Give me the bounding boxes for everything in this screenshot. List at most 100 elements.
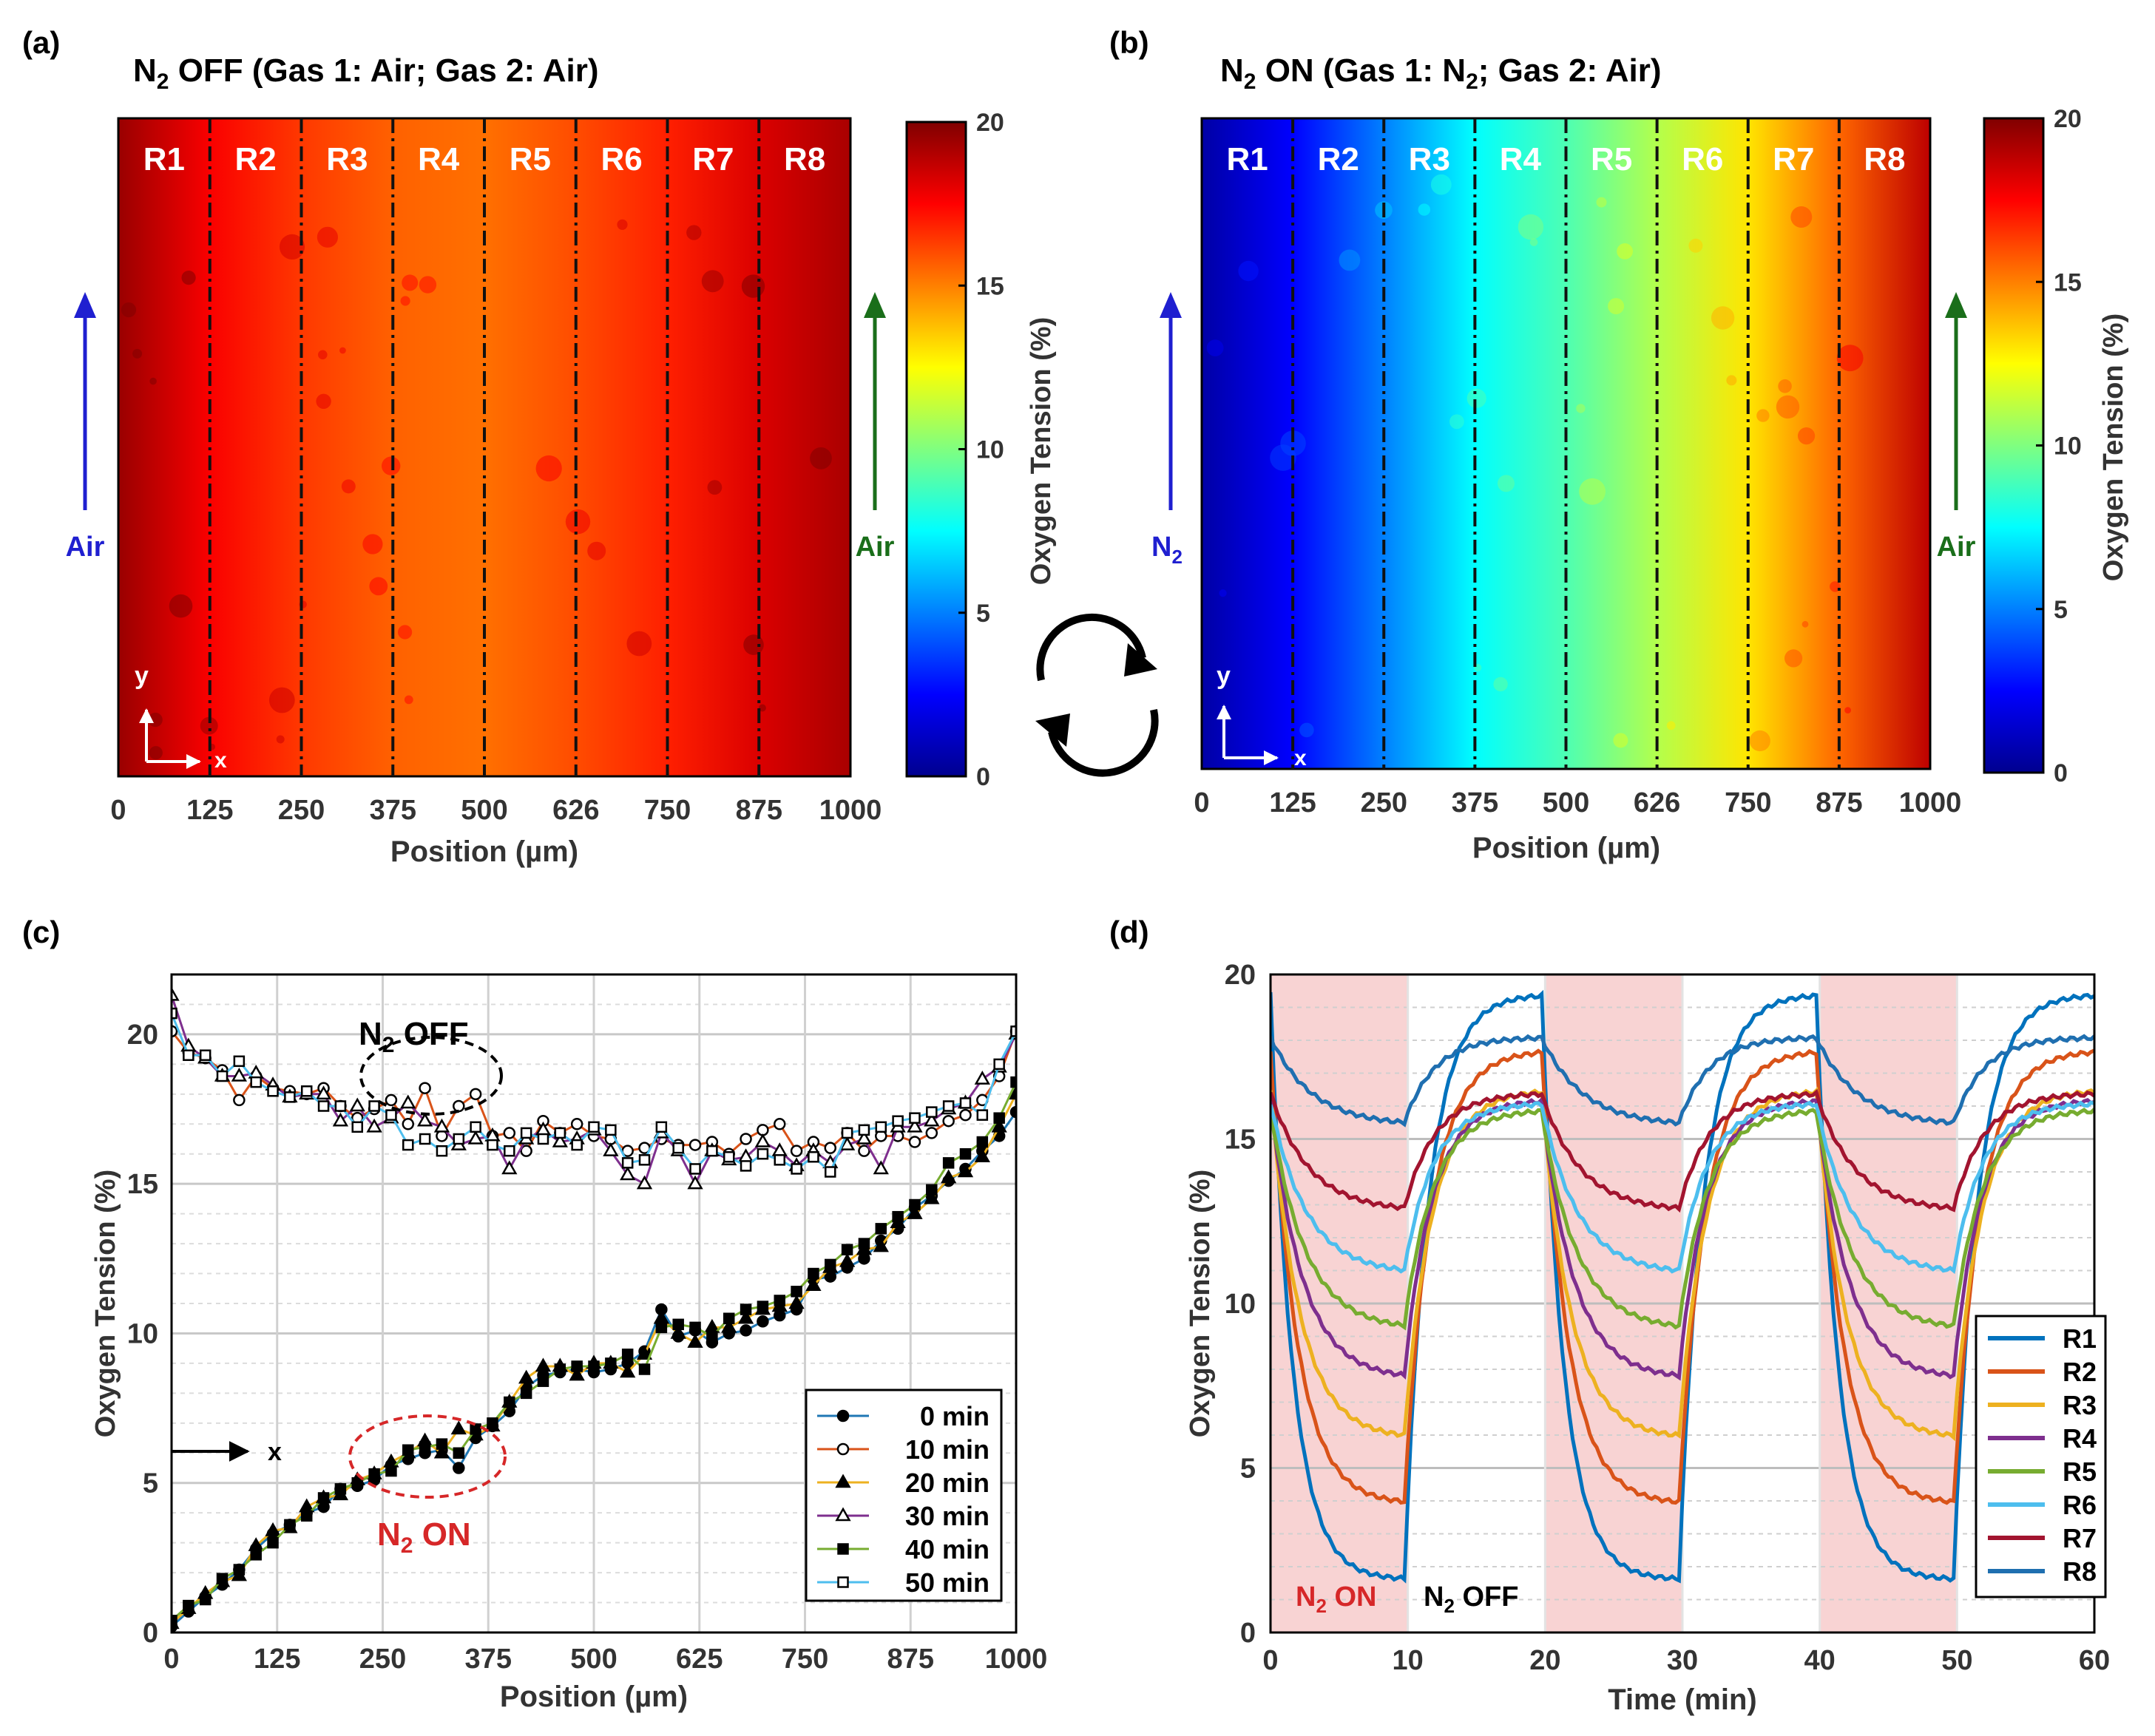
region-dividers-a: [208, 118, 761, 776]
legend-item[interactable]: 0 min: [817, 1401, 989, 1431]
map-spot: [369, 577, 388, 596]
legend-item[interactable]: 40 min: [817, 1534, 989, 1564]
data-point: [672, 1318, 684, 1331]
x-tick-label: 0: [110, 795, 126, 826]
data-point: [687, 1334, 703, 1348]
data-point: [233, 1564, 246, 1576]
colorbar-tick-label: 15: [976, 272, 1004, 300]
colorbar-tick-label: 5: [976, 600, 990, 628]
map-spot: [1688, 238, 1703, 253]
x-axis-label-d: Time (min): [1608, 1684, 1757, 1716]
x-direction-label: x: [268, 1438, 282, 1466]
map-spot: [1493, 677, 1508, 692]
region-dividers-b: [1291, 118, 1841, 769]
legend-item[interactable]: R1: [1988, 1323, 2097, 1354]
map-spot: [1280, 430, 1306, 456]
map-spot: [1844, 707, 1852, 713]
legend-item[interactable]: 50 min: [817, 1567, 989, 1598]
x-axis-label-a: Position (µm): [390, 835, 578, 868]
data-point: [790, 1145, 803, 1157]
map-spot: [1449, 414, 1464, 430]
data-point: [757, 1147, 769, 1160]
data-point: [636, 1346, 653, 1360]
data-point: [554, 1127, 566, 1139]
data-point: [835, 1474, 851, 1488]
x-tick-label: 500: [570, 1644, 617, 1675]
legend-item[interactable]: R8: [1988, 1556, 2097, 1587]
data-point: [172, 986, 180, 1001]
data-point: [940, 1169, 957, 1184]
legend-label: R7: [2063, 1523, 2097, 1553]
data-point: [959, 1097, 972, 1109]
data-point: [400, 1094, 416, 1109]
x-tick-label: 40: [1804, 1645, 1836, 1676]
y-tick-label: 10: [127, 1318, 158, 1349]
data-point: [501, 1160, 518, 1175]
x-tick-label: 1000: [985, 1644, 1048, 1675]
x-tick-labels-a: 0 125 250 375 500 626 750 875 1000: [110, 795, 882, 826]
data-point: [638, 1363, 651, 1375]
data-point: [351, 1476, 363, 1489]
legend-item[interactable]: R3: [1988, 1390, 2097, 1420]
data-point: [825, 1258, 836, 1271]
legend-item[interactable]: R4: [1988, 1423, 2097, 1454]
colorbar-tick-label: 10: [976, 436, 1004, 464]
left-gas-arrow-b: N2: [1151, 292, 1183, 568]
data-point: [520, 1145, 532, 1157]
legend-item[interactable]: R6: [1988, 1490, 2097, 1520]
region-label: R2: [1318, 141, 1359, 177]
colorbar-tick-label: 5: [2054, 596, 2068, 624]
colorbar-tick-label: 0: [976, 763, 990, 791]
series-R2: [1271, 1048, 2094, 1505]
map-spot: [398, 625, 413, 640]
region-label: R5: [1591, 141, 1632, 177]
data-point: [740, 1303, 752, 1315]
series-c: [172, 986, 1016, 1632]
cycle-icon: [1035, 613, 1159, 777]
legend-item[interactable]: 10 min: [817, 1434, 989, 1465]
legend-item[interactable]: 30 min: [817, 1501, 989, 1531]
data-point: [841, 1244, 853, 1255]
map-spot: [741, 274, 765, 298]
x-tick-label: 0: [1194, 787, 1209, 818]
data-point: [571, 1360, 583, 1372]
x-tick-label: 750: [644, 795, 691, 826]
data-point: [518, 1369, 535, 1384]
map-spot: [758, 704, 766, 712]
map-spot: [565, 509, 591, 535]
series-R1: [1271, 989, 2094, 1584]
series-50-min: [172, 1007, 1016, 1178]
y-axis-indicator-label: y: [1217, 662, 1231, 690]
data-point: [552, 1133, 568, 1147]
map-spot: [1529, 238, 1538, 246]
map-spot: [1576, 404, 1586, 413]
legend-item[interactable]: R2: [1988, 1357, 2097, 1387]
map-spot: [1238, 260, 1259, 282]
colorbar-b: [1983, 117, 2045, 774]
n2-off-phase-label: N2 OFF: [1424, 1581, 1518, 1617]
map-spot: [1596, 197, 1607, 208]
xy-indicator-b: y x: [1217, 662, 1307, 770]
legend-item[interactable]: R7: [1988, 1523, 2097, 1553]
colorbar-tick-label: 0: [2054, 759, 2068, 787]
data-point: [265, 1522, 281, 1536]
legend-item[interactable]: R5: [1988, 1457, 2097, 1487]
legend-label: 20 min: [905, 1468, 989, 1498]
data-point: [757, 1315, 769, 1328]
x-tick-labels-b: 0 125 250 375 500 626 750 875 1000: [1194, 787, 1961, 818]
data-point: [199, 1593, 212, 1606]
legend-label: 40 min: [905, 1534, 989, 1564]
data-point: [570, 1118, 583, 1130]
x-axis-indicator-label: x: [214, 748, 227, 773]
data-point: [723, 1312, 735, 1324]
map-spot: [1498, 475, 1515, 492]
legend-item[interactable]: 20 min: [817, 1468, 989, 1498]
data-point: [907, 1118, 923, 1133]
region-label: R1: [1226, 141, 1268, 177]
x-tick-label: 50: [1941, 1645, 1972, 1676]
data-point: [385, 1465, 397, 1477]
data-point: [368, 1100, 380, 1112]
